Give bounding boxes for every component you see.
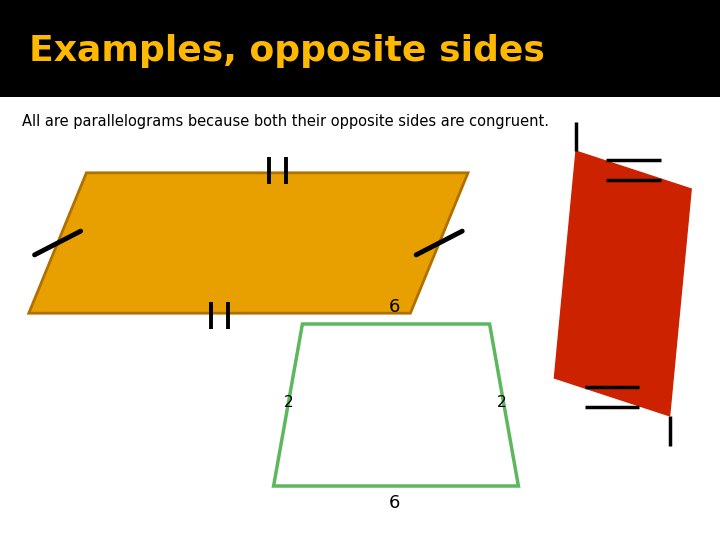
Bar bbox=[0, 0, 720, 97]
Text: Examples, opposite sides: Examples, opposite sides bbox=[29, 35, 544, 68]
Text: 2: 2 bbox=[497, 395, 506, 410]
Polygon shape bbox=[554, 151, 691, 416]
Text: 6: 6 bbox=[389, 298, 400, 316]
Text: All are parallelograms because both their opposite sides are congruent.: All are parallelograms because both thei… bbox=[22, 114, 549, 129]
Text: 6: 6 bbox=[389, 494, 400, 512]
Polygon shape bbox=[29, 173, 468, 313]
Text: 2: 2 bbox=[284, 395, 294, 410]
Polygon shape bbox=[274, 324, 518, 486]
